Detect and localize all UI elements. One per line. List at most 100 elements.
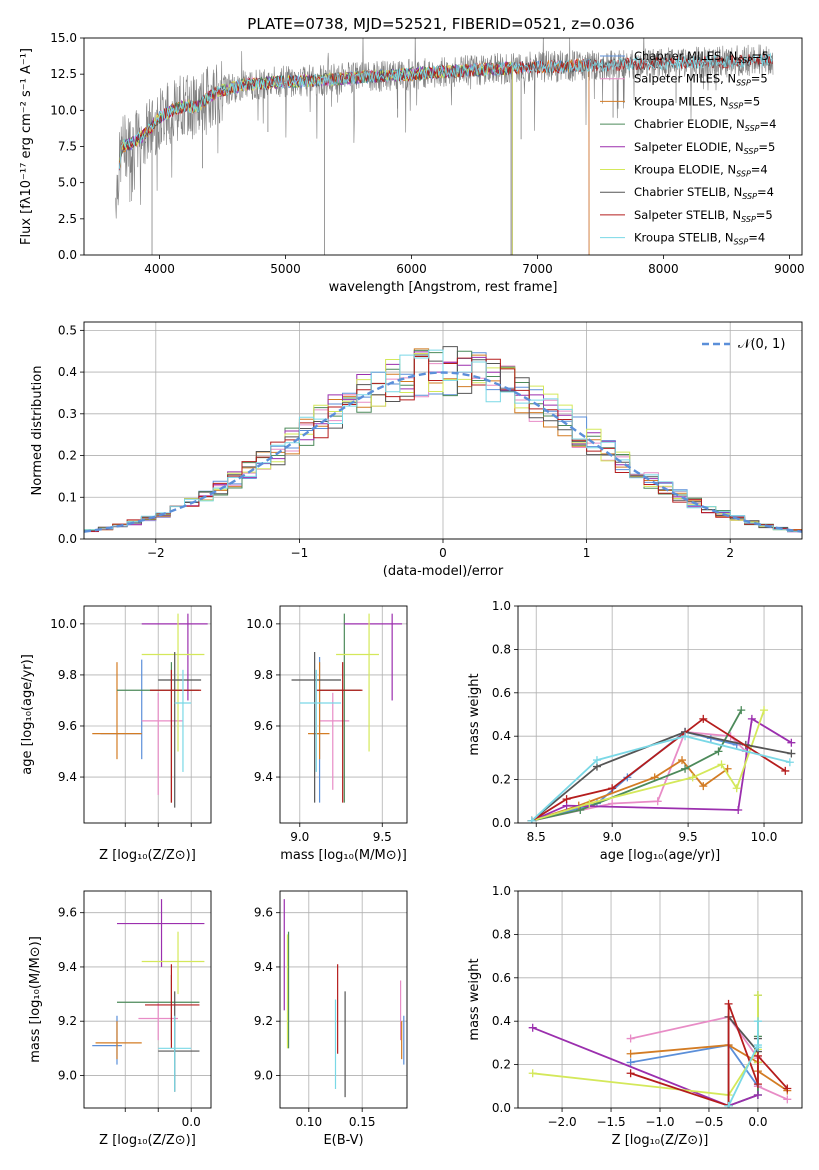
mass-weight-marker xyxy=(783,1084,792,1093)
y-tick-label: 9.2 xyxy=(254,1014,273,1028)
plot-area-age_vs_Z xyxy=(92,613,208,808)
legend-label: Chabrier ELODIE, NSSP=4 xyxy=(634,117,776,133)
legend-label: Kroupa STELIB, NSSP=4 xyxy=(634,231,765,247)
panel-mass_vs_Z: 0.0 9.0 9.2 9.4 9.6 Z [log₁₀(Z/Z⊙)] mass [log₁… xyxy=(28,890,212,1148)
mass-weight-marker xyxy=(528,1023,537,1032)
legend-label: Salpeter ELODIE, NSSP=5 xyxy=(634,140,775,156)
mass-weight-marker xyxy=(717,760,726,769)
mass-weight-marker xyxy=(760,706,769,715)
plot-area-age_vs_mass xyxy=(291,613,403,803)
x-tick-label: 2 xyxy=(726,546,734,560)
mass-weight-marker xyxy=(527,816,536,823)
mass-weight-marker xyxy=(562,795,571,804)
x-tick-label: 7000 xyxy=(522,262,553,276)
x-axis-label: (data-model)/error xyxy=(383,564,504,579)
mass-weight-marker xyxy=(678,756,687,765)
legend-value: =5 xyxy=(752,49,769,63)
mass-weight-marker xyxy=(681,732,690,741)
gaussian-curve xyxy=(84,371,802,533)
x-tick-label: 9000 xyxy=(774,262,805,276)
mass-weight-marker xyxy=(626,1049,635,1058)
axes-frame xyxy=(279,605,408,824)
legend-value: =4 xyxy=(751,163,768,177)
mass-weight-marker xyxy=(626,1069,635,1078)
mass-weight-marker xyxy=(688,773,697,782)
y-tick-label: 10.0 xyxy=(50,617,77,631)
x-tick-label: 9.5 xyxy=(679,830,698,844)
panel-age_vs_mass: 9.0 9.5 9.4 9.6 9.8 10.0 mass [log₁₀(M/M⊙)] xyxy=(246,605,408,863)
y-tick-label: 15.0 xyxy=(50,31,77,45)
y-axis-label: mass [log₁₀(M/M⊙)] xyxy=(28,936,43,1063)
x-tick-label: −0.5 xyxy=(694,1115,723,1129)
mass-weight-marker xyxy=(783,1095,792,1104)
legend-subscript: SSP xyxy=(744,147,759,156)
y-tick-label: 9.4 xyxy=(58,960,77,974)
legend-label: Salpeter MILES, NSSP=5 xyxy=(634,72,768,88)
plot-area-spectrum xyxy=(115,38,774,255)
legend-subscript: SSP xyxy=(729,101,744,110)
mass-weight-marker xyxy=(608,784,617,793)
y-tick-label: 0.0 xyxy=(58,532,77,546)
x-tick-label: −1.0 xyxy=(645,1115,674,1129)
y-tick-label: 0.0 xyxy=(492,816,511,830)
axes-frame xyxy=(279,890,408,1109)
mass-weight-marker xyxy=(787,738,796,747)
y-tick-label: 9.8 xyxy=(254,668,273,682)
x-tick-label: 0 xyxy=(439,546,447,560)
x-tick-label: 9.5 xyxy=(373,830,392,844)
x-axis-label: age [log₁₀(age/yr)] xyxy=(600,848,721,863)
x-tick-label: 0.0 xyxy=(748,1115,767,1129)
y-tick-label: 9.4 xyxy=(254,960,273,974)
y-tick-label: 5.0 xyxy=(58,176,77,190)
y-tick-label: 0.0 xyxy=(58,248,77,262)
axes-frame xyxy=(517,605,803,824)
y-tick-label: 0.6 xyxy=(492,971,511,985)
x-tick-label: 8000 xyxy=(648,262,679,276)
figure-title: PLATE=0738, MJD=52521, FIBERID=0521, z=0… xyxy=(247,15,634,33)
x-tick-label: 0.15 xyxy=(349,1115,376,1129)
panel-mass_vs_EBV: 0.10 0.15 9.0 9.2 9.4 9.6 E(B-V) xyxy=(254,890,408,1148)
mass-weight-marker xyxy=(787,749,796,758)
axes-frame xyxy=(83,605,212,824)
mass-weight-marker xyxy=(785,758,794,767)
mass-weight-marker xyxy=(747,714,756,723)
y-tick-label: 10.0 xyxy=(50,103,77,117)
mass-weight-line xyxy=(531,735,791,822)
legend-subscript: SSP xyxy=(736,79,751,88)
x-tick-label: 9.0 xyxy=(290,830,309,844)
mass-weight-marker xyxy=(724,999,733,1008)
legend-subscript: SSP xyxy=(736,170,751,179)
y-tick-label: 0.3 xyxy=(58,407,77,421)
x-axis-label: Z [log₁₀(Z/Z⊙)] xyxy=(99,1133,196,1148)
y-tick-label: 9.8 xyxy=(58,668,77,682)
x-tick-label: 9.0 xyxy=(603,830,622,844)
mass-weight-marker xyxy=(724,1101,733,1108)
legend-value: =5 xyxy=(756,208,773,222)
x-tick-label: 0.0 xyxy=(182,1115,201,1129)
y-tick-label: 1.0 xyxy=(492,599,511,613)
mass-weight-marker xyxy=(626,1058,635,1067)
x-axis-label: Z [log₁₀(Z/Z⊙)] xyxy=(612,1133,709,1148)
mass-weight-line xyxy=(630,1003,788,1108)
mass-weight-marker xyxy=(753,1043,762,1052)
y-tick-label: 0.6 xyxy=(492,686,511,700)
mass-weight-marker xyxy=(781,766,790,775)
spectrum-model-line xyxy=(118,52,773,169)
plot-area-residuals xyxy=(84,346,802,533)
plot-area-massweight_vs_age xyxy=(527,706,796,823)
mass-weight-marker xyxy=(753,1080,762,1089)
mass-weight-marker xyxy=(681,764,690,773)
legend-label: 𝒩(0, 1) xyxy=(738,337,785,352)
legend-value: =4 xyxy=(760,117,777,131)
x-tick-label: −1.5 xyxy=(596,1115,625,1129)
y-tick-label: 0.5 xyxy=(58,323,77,337)
y-tick-label: 9.6 xyxy=(58,906,77,920)
axes-frame xyxy=(83,37,803,256)
y-tick-label: 9.6 xyxy=(254,719,273,733)
legend-value: =5 xyxy=(758,140,775,154)
chart-layer: 4000 5000 6000 7000 8000 90000.02.55.07.510.0… xyxy=(19,31,805,1148)
panel-massweight_vs_Z: −2.0 −1.5 −1.0 −0.5 0.0 0.0 0.2 0.4 0.6 0.8 1.0 Z [… xyxy=(467,884,803,1148)
y-tick-label: 7.5 xyxy=(58,140,77,154)
